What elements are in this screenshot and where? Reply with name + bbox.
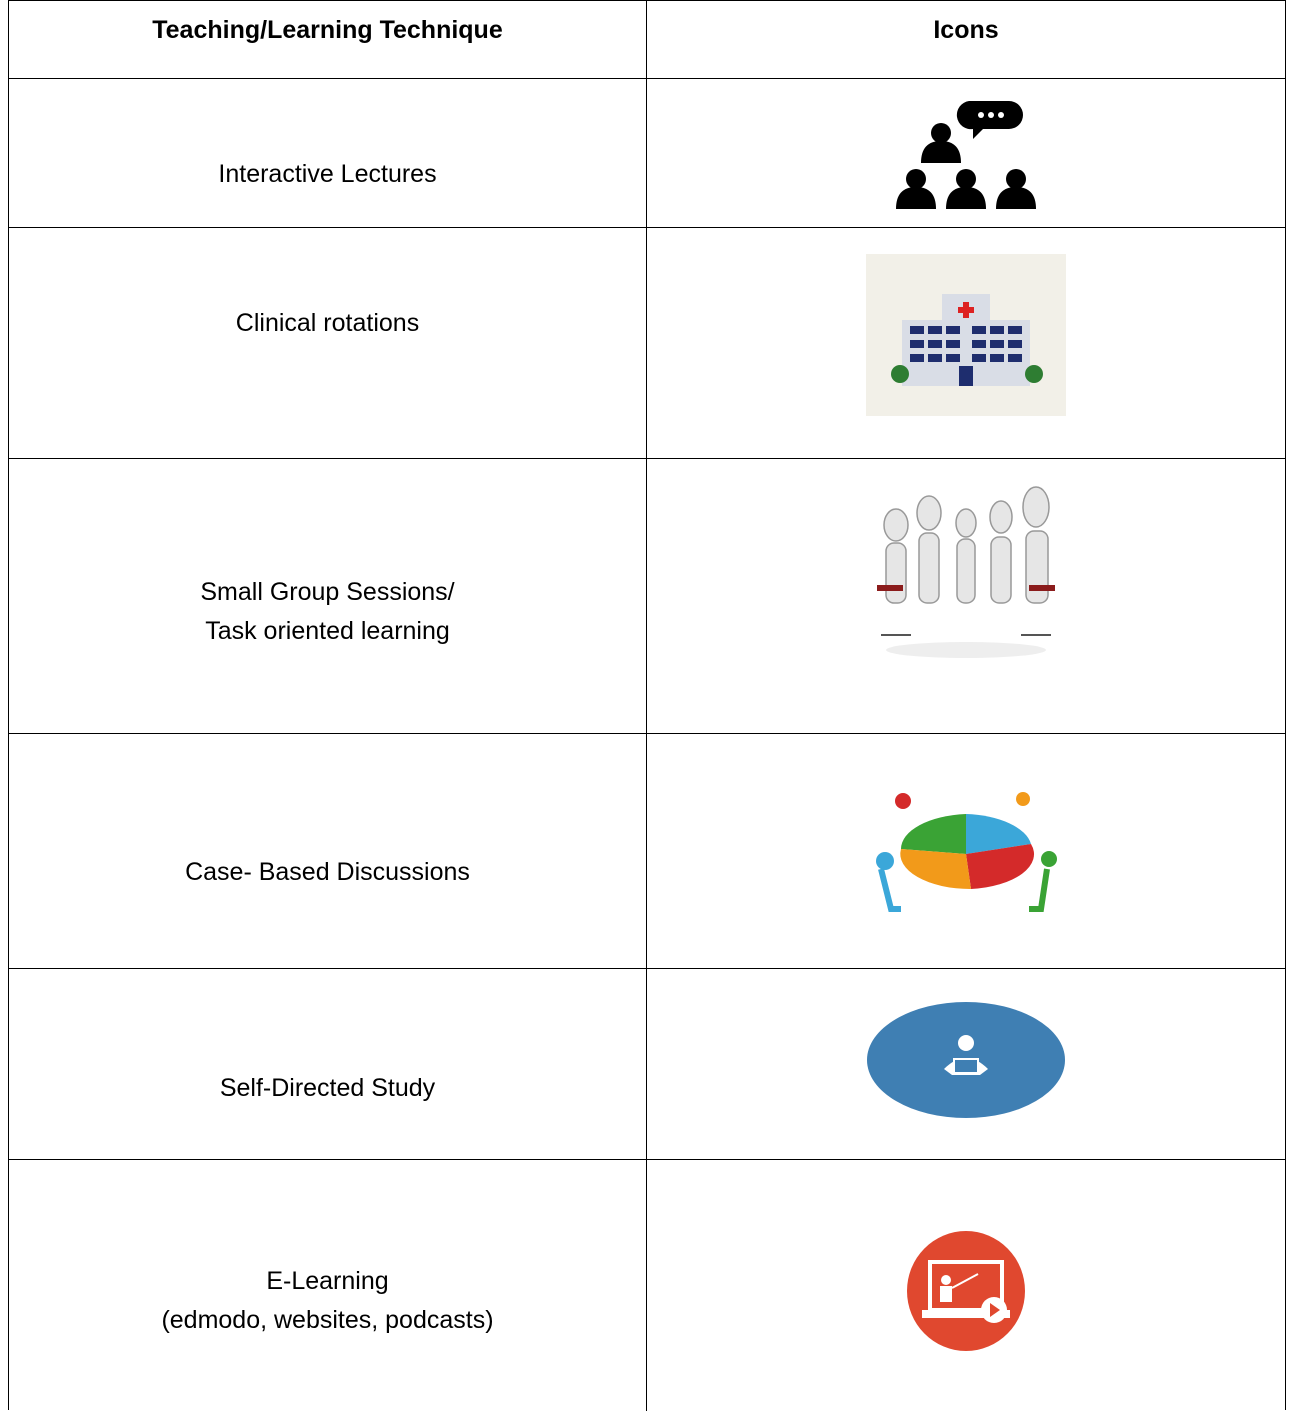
technique-cell: Case- Based Discussions [9,734,647,968]
study-icon [867,1002,1065,1118]
technique: Task oriented learning [205,617,450,645]
technique-cell: E-Learning (edmodo, websites, podcasts) [9,1160,647,1411]
icon-cell [647,969,1285,1159]
technique: Case- Based Discussions [185,857,470,886]
technique: Clinical rotations [235,308,420,337]
table-row: Small Group Sessions/ Task oriented lear… [9,459,1285,734]
icon-cell [647,734,1285,968]
group-icon [877,486,1055,658]
technique-cell: Interactive Lectures [9,79,647,227]
lecture-icon [896,100,1036,209]
icon-cell [647,1160,1285,1411]
technique: (edmodo, websites, podcasts) [161,1305,494,1334]
technique: Small Group Sessions/ [200,578,455,606]
elearning-icon [907,1230,1025,1351]
technique: E-Learning [266,1266,389,1295]
table-row: E-Learning (edmodo, websites, podcasts) [9,1160,1285,1411]
technique: Self-Directed Study [219,1073,436,1102]
icon-cell [647,79,1285,227]
table-row: Clinical rotations [9,228,1285,459]
hospital-icon [866,254,1066,416]
icon-cell [647,459,1285,733]
header-row: Teaching/Learning Technique Icons [9,1,1285,79]
puzzle-icon [876,792,1057,912]
technique-cell: Small Group Sessions/ Task oriented lear… [9,459,647,733]
table-row: Case- Based Discussions [9,734,1285,969]
icon-cell [647,228,1285,458]
technique-cell: Self-Directed Study [9,969,647,1159]
header-text: Teaching/Learning Technique [152,16,503,44]
table-row: Interactive Lectures [9,79,1285,228]
table-row: Self-Directed Study [9,969,1285,1160]
technique: Interactive Lectures [218,159,437,188]
header-text: Icons [933,16,999,44]
technique-cell: Clinical rotations [9,228,647,458]
header-cell: Icons [647,1,1285,78]
header-cell: Teaching/Learning Technique [9,1,647,78]
table: Teaching/Learning Technique Icons Intera… [8,0,1286,1411]
